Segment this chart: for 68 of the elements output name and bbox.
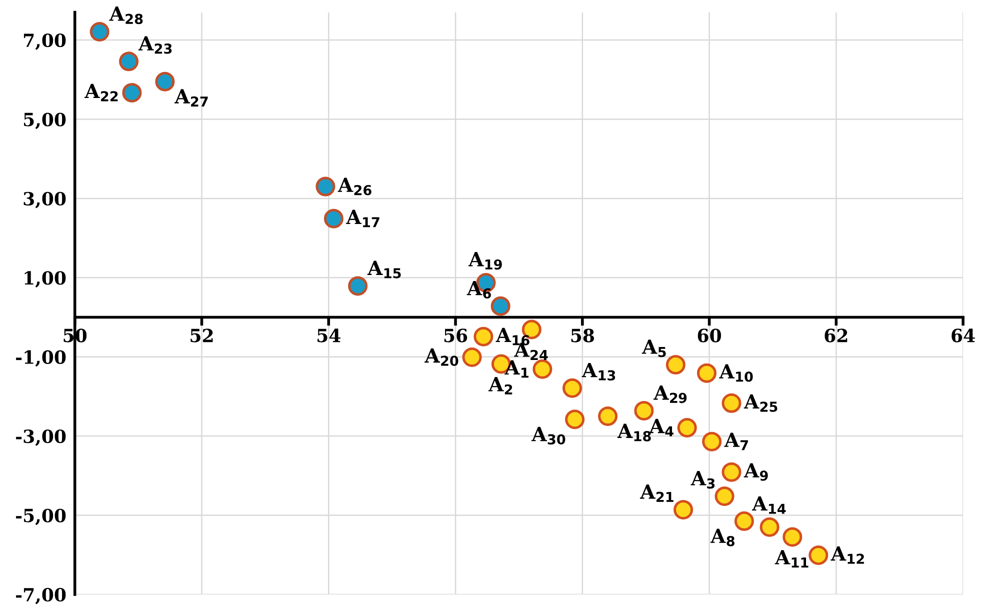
point: [90, 22, 110, 42]
annotation: A$_{30}$: [532, 426, 566, 444]
point: [722, 462, 742, 482]
annotation: A$_{22}$: [84, 84, 118, 102]
annotation: A$_{12}$: [830, 546, 864, 564]
annotation: A$_{21}$: [640, 484, 674, 502]
annotation: A$_{11}$: [774, 550, 808, 568]
point: [722, 393, 742, 413]
point: [697, 363, 717, 383]
point: [634, 400, 654, 420]
annotation: A$_{20}$: [424, 348, 458, 366]
point: [714, 486, 734, 506]
annotation: A$_{3}$: [690, 471, 715, 489]
point: [155, 72, 175, 92]
y-tick-label: -3,00: [16, 430, 66, 446]
point: [490, 296, 510, 316]
annotation: A$_{17}$: [346, 210, 380, 228]
point: [119, 52, 139, 72]
annotation: A$_{25}$: [744, 394, 778, 412]
point: [677, 418, 697, 438]
point: [562, 378, 582, 398]
x-tick-label: 54: [318, 328, 340, 342]
x-tick-label: 62: [824, 328, 848, 342]
point: [782, 527, 802, 547]
point: [532, 359, 552, 379]
annotation: A$_{29}$: [654, 386, 687, 404]
x-tick-label: 64: [952, 328, 975, 342]
point: [316, 176, 336, 196]
annotation: A$_{23}$: [138, 36, 172, 54]
x-tick-label: 56: [444, 328, 468, 342]
point: [760, 517, 780, 537]
x-tick-label: 52: [190, 328, 213, 342]
x-tick-label: 58: [571, 328, 594, 342]
point: [462, 347, 482, 367]
annotation: A$_{10}$: [719, 364, 753, 382]
point: [324, 208, 344, 228]
annotation: A$_{9}$: [744, 463, 768, 481]
annotation: A$_{14}$: [752, 496, 786, 514]
y-tick-label: -7,00: [16, 588, 66, 604]
annotation: A$_{5}$: [642, 340, 666, 358]
annotation: A$_{18}$: [617, 424, 651, 442]
annotation: A$_{26}$: [338, 178, 372, 196]
annotation: A$_{19}$: [468, 252, 502, 270]
point: [565, 410, 585, 430]
y-tick-label: 7,00: [24, 34, 66, 50]
annotation: A$_{13}$: [582, 362, 616, 380]
annotation: A$_{8}$: [710, 528, 734, 546]
annotation: A$_{15}$: [367, 260, 401, 278]
point: [734, 511, 754, 531]
point: [702, 432, 722, 452]
y-tick-label: 5,00: [24, 112, 66, 130]
annotation: A$_{2}$: [488, 377, 512, 394]
annotation: A$_{27}$: [174, 89, 208, 107]
point: [808, 545, 828, 565]
point: [598, 406, 618, 426]
y-tick-label: -5,00: [16, 508, 66, 526]
annotation: A$_{7}$: [724, 432, 748, 450]
annotation: A$_{4}$: [649, 418, 674, 436]
y-tick-label: 3,00: [24, 192, 66, 208]
x-tick-label: 60: [698, 328, 722, 342]
point: [666, 355, 686, 375]
point: [348, 276, 368, 296]
y-tick-label: -1,00: [16, 350, 66, 367]
point: [122, 82, 142, 102]
point: [474, 326, 494, 346]
y-tick-label: 1,00: [24, 271, 66, 288]
annotation: A$_{28}$: [109, 6, 143, 24]
point: [674, 500, 694, 520]
